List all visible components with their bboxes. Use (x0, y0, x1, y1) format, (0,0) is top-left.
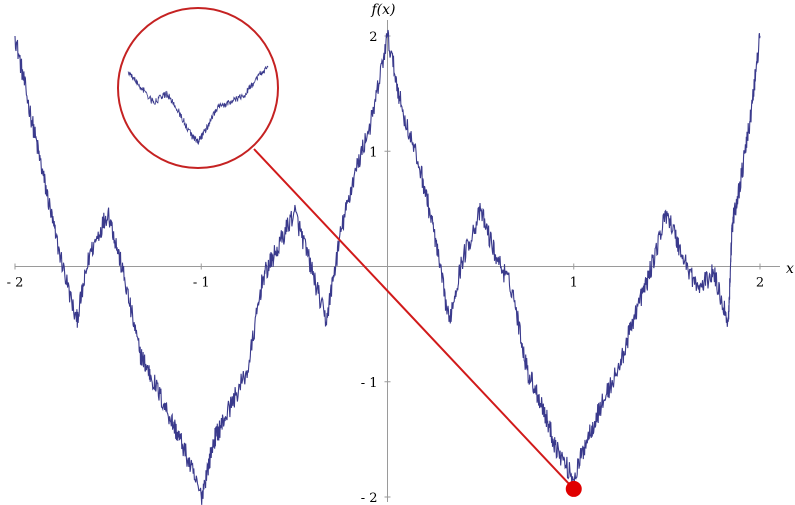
y-tick-label: - 1 (361, 376, 378, 391)
x-tick-label: 1 (570, 276, 578, 291)
magnifier-callout (117, 7, 582, 497)
inset-circle (117, 7, 279, 169)
y-tick-label: - 2 (361, 491, 378, 505)
callout-line (253, 148, 575, 490)
series-group (14, 29, 761, 505)
x-tick-label: - 2 (7, 276, 24, 291)
callout-dot (565, 480, 582, 497)
y-tick-label: 2 (369, 30, 377, 45)
x-tick-label: - 1 (193, 276, 210, 291)
y-axis-label: f(x) (371, 2, 396, 18)
y-tick-label: 1 (369, 145, 377, 160)
ticks: - 2 - 1 1 2 - 2 - 1 1 2 (7, 30, 765, 505)
axes: x f(x) (15, 2, 794, 502)
x-axis-label: x (786, 261, 794, 277)
series-line (14, 29, 761, 505)
inset-curve (127, 65, 269, 145)
x-tick-label: 2 (756, 276, 764, 291)
